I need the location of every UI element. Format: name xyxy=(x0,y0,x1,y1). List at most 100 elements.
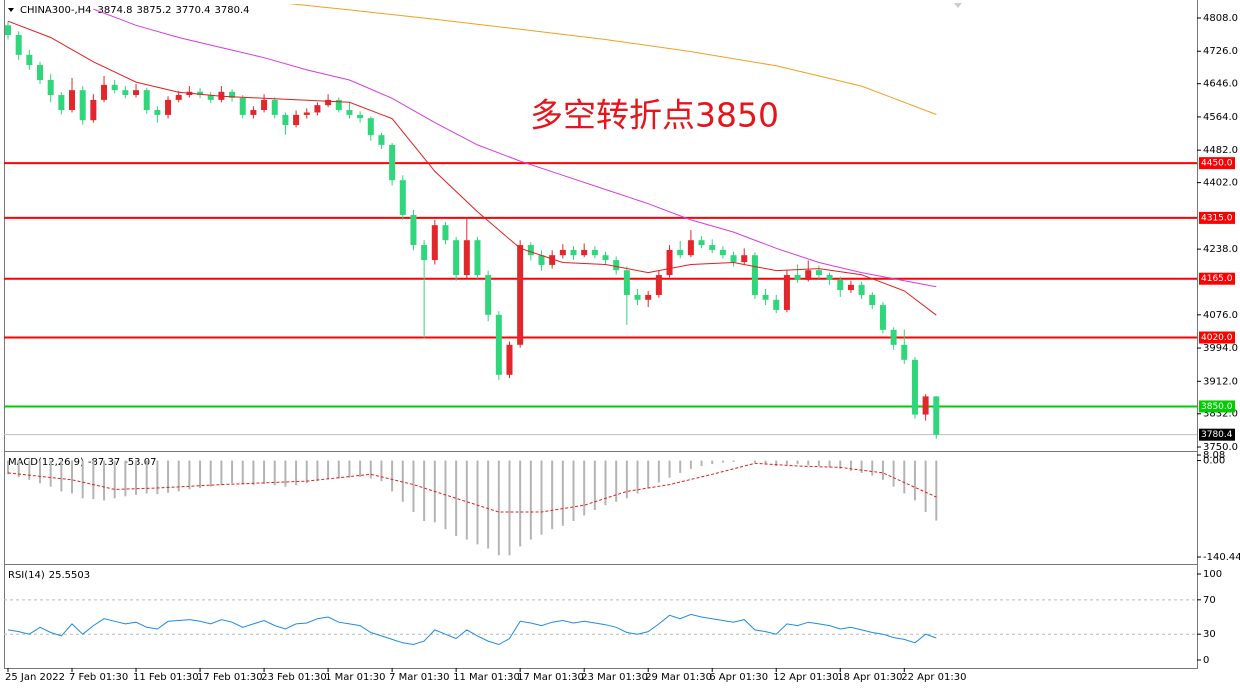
histogram-bar xyxy=(348,460,351,478)
histogram-bar xyxy=(903,460,906,494)
histogram-bar xyxy=(295,460,298,486)
histogram-bar xyxy=(476,460,479,545)
x-tick-label: 7 Feb 01:30 xyxy=(69,672,128,683)
candle-body xyxy=(101,84,108,100)
histogram-bar xyxy=(465,460,468,540)
histogram-bar xyxy=(519,460,522,547)
panel xyxy=(4,599,1197,646)
histogram-bar xyxy=(817,460,820,467)
candle-body xyxy=(847,284,854,291)
histogram-bar xyxy=(551,460,554,530)
y-tick-label: 100 xyxy=(1203,569,1222,580)
y-tick-label: 4076.0 xyxy=(1203,310,1238,321)
candle-body xyxy=(346,110,353,115)
candle-body xyxy=(922,396,929,415)
y-tick-label: 3994.0 xyxy=(1203,343,1238,354)
candle-body xyxy=(26,54,33,66)
panel xyxy=(7,460,938,556)
candle-body xyxy=(677,249,684,256)
histogram-bar xyxy=(199,460,202,489)
histogram-bar xyxy=(17,460,20,478)
candle-body xyxy=(815,270,822,276)
candle-body xyxy=(517,245,524,345)
candle-body xyxy=(709,245,716,250)
histogram-bar xyxy=(689,460,692,469)
histogram-bar xyxy=(412,460,415,513)
histogram-bar xyxy=(764,460,767,465)
candle-body xyxy=(303,112,310,115)
candle-body xyxy=(901,344,908,360)
candle-body xyxy=(666,249,673,276)
candle-body xyxy=(719,249,726,256)
histogram-bar xyxy=(871,460,874,476)
candle-body xyxy=(239,97,246,115)
histogram-bar xyxy=(167,460,170,493)
histogram-bar xyxy=(177,460,180,492)
histogram-bar xyxy=(28,460,31,480)
histogram-bar xyxy=(924,460,927,513)
rsi-value: 25.5503 xyxy=(49,570,90,581)
histogram-bar xyxy=(145,460,148,494)
candle-body xyxy=(645,294,652,300)
y-tick-label: 4564.0 xyxy=(1203,112,1238,123)
candle-body xyxy=(933,396,940,435)
level-label-box xyxy=(1199,272,1235,285)
x-tick-label: 23 Mar 01:30 xyxy=(581,672,648,683)
indicator-line xyxy=(7,462,937,513)
candle-body xyxy=(527,245,534,256)
candle-body xyxy=(122,90,129,96)
histogram-bar xyxy=(497,460,500,556)
candle-body xyxy=(783,275,790,310)
macd-name: MACD(12,26,9) xyxy=(8,457,84,468)
histogram-bar xyxy=(583,460,586,516)
candle-body xyxy=(282,114,289,126)
y-tick-label: 3832.0 xyxy=(1203,409,1238,420)
candle-body xyxy=(485,275,492,315)
candle-body xyxy=(890,329,897,345)
candle-body xyxy=(15,35,22,55)
candle-body xyxy=(5,25,11,36)
histogram-bar xyxy=(700,460,703,467)
x-tick-label: 18 Apr 01:30 xyxy=(837,672,902,683)
histogram-bar xyxy=(7,460,9,475)
candle-body xyxy=(730,255,737,263)
candle-body xyxy=(229,91,236,98)
y-tick-label: 3750.0 xyxy=(1203,442,1238,453)
candle-body xyxy=(293,114,300,126)
histogram-bar xyxy=(849,460,852,471)
x-tick-label: 7 Mar 01:30 xyxy=(389,672,449,683)
candle-body xyxy=(335,99,342,111)
candle-body xyxy=(549,255,556,265)
y-tick-label: 4726.0 xyxy=(1203,46,1238,57)
histogram-bar xyxy=(380,460,383,482)
histogram-bar xyxy=(423,460,426,521)
menu-triangle xyxy=(8,8,14,12)
histogram-bar xyxy=(892,460,895,487)
candle-body xyxy=(37,65,44,81)
histogram-bar xyxy=(60,460,63,492)
histogram-bar xyxy=(913,460,916,501)
histogram-bar xyxy=(732,460,735,462)
x-tick-label: 25 Jan 2022 xyxy=(5,672,65,683)
histogram-bar xyxy=(305,460,308,484)
histogram-bar xyxy=(49,460,52,487)
histogram-bar xyxy=(593,460,596,510)
histogram-bar xyxy=(455,460,458,537)
level-label-box xyxy=(1199,211,1235,224)
histogram-bar xyxy=(625,460,628,499)
candle-body xyxy=(687,240,694,256)
histogram-bar xyxy=(679,460,682,473)
candle-body xyxy=(154,110,161,115)
candle-body xyxy=(442,225,449,241)
candle-body xyxy=(879,305,886,330)
candle-body xyxy=(698,240,705,246)
symbol: CHINA300-,H4 xyxy=(20,5,92,16)
histogram-bar xyxy=(572,460,575,521)
histogram-bar xyxy=(636,460,639,494)
candle-body xyxy=(314,105,321,113)
histogram-bar xyxy=(508,460,511,556)
x-tick-label: 1 Mar 01:30 xyxy=(325,672,385,683)
x-tick-label: 11 Mar 01:30 xyxy=(453,672,520,683)
